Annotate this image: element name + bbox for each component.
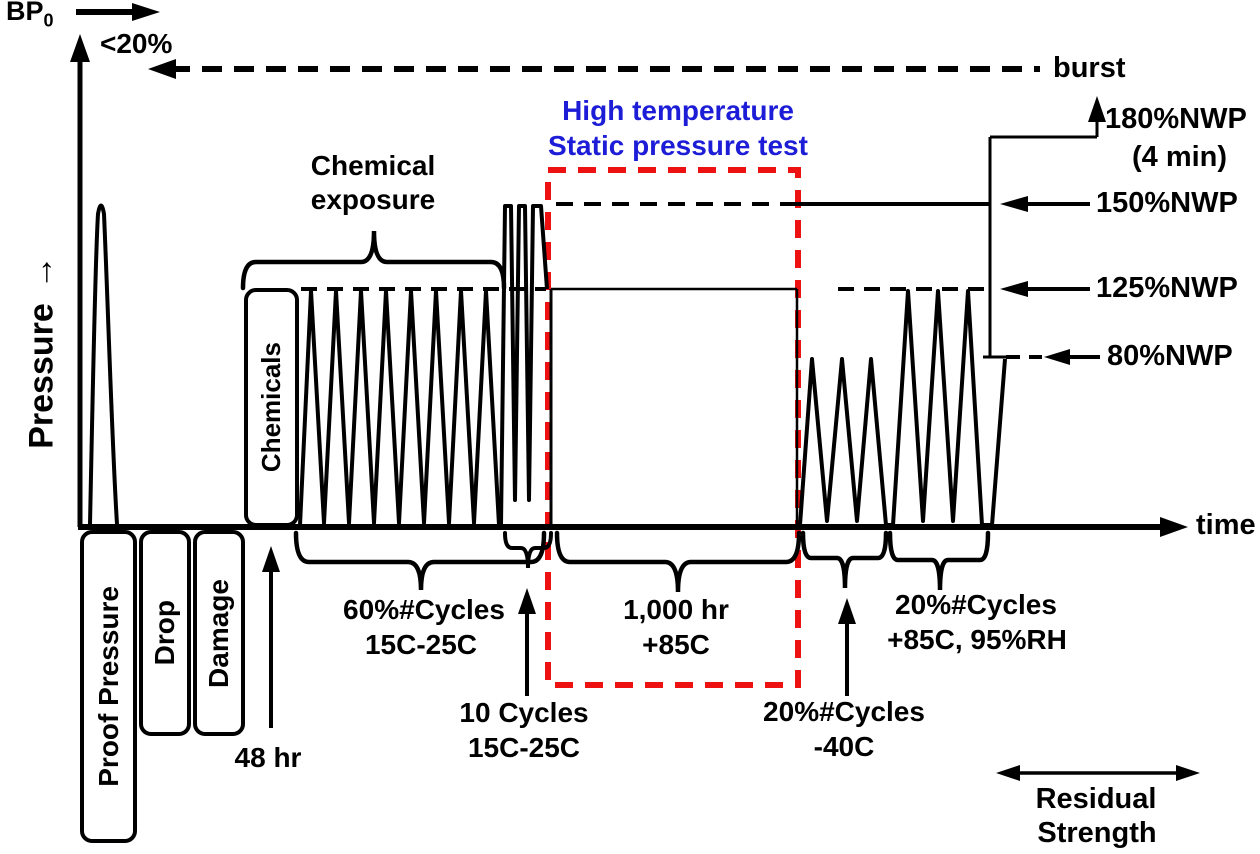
pressure-axis-arrow-icon: → — [22, 255, 61, 290]
damage-phase-box: Damage — [193, 530, 245, 736]
chemicals-phase-box: Chemicals — [244, 288, 299, 527]
time-axis — [78, 517, 1188, 537]
left-arrowhead-icon — [1000, 281, 1028, 297]
high-temp-highlight-box — [545, 167, 801, 688]
cycles-60pct-waveform — [298, 289, 501, 526]
cycles-cold-brace — [800, 530, 889, 589]
static-test-brace — [554, 530, 802, 593]
chemical-exposure-brace — [240, 230, 507, 291]
left-arrowhead-icon — [996, 765, 1020, 781]
arrow-cold-cycles — [838, 598, 856, 696]
left-arrowhead-icon — [1044, 349, 1070, 365]
up-arrowhead-icon — [70, 34, 90, 62]
cycles-hot-brace — [887, 530, 991, 591]
left-arrowhead-icon — [1000, 196, 1028, 212]
up-arrowhead-icon — [262, 546, 280, 572]
up-arrowhead-icon — [518, 588, 536, 614]
ramp-180-line — [988, 96, 1106, 357]
burst-reference-line — [148, 59, 1040, 79]
static-hold-line — [549, 287, 799, 524]
level-150-line — [556, 196, 1090, 212]
level-125-line — [301, 281, 1090, 297]
pressure-axis-label: Pressure → — [23, 255, 62, 449]
residual-strength-arrow — [996, 765, 1200, 781]
arrow-10-cycles — [518, 588, 536, 696]
up-arrowhead-icon — [838, 598, 856, 624]
cycles-10-waveform — [499, 204, 549, 526]
level-80-line — [983, 349, 1100, 365]
y-axis — [70, 34, 90, 527]
pressure-axis-text: Pressure — [22, 303, 61, 449]
right-arrowhead-icon — [1160, 517, 1188, 537]
right-arrowhead-icon — [132, 3, 160, 21]
bp0-arrow — [76, 3, 160, 21]
left-arrowhead-icon — [148, 59, 176, 79]
cycles-10-brace — [503, 531, 553, 569]
right-arrowhead-icon — [1176, 765, 1200, 781]
proof-pressure-spike — [88, 203, 119, 525]
residual-cycles-waveform — [798, 289, 1007, 527]
up-arrowhead-icon — [1088, 96, 1106, 122]
arrow-48hr — [262, 546, 280, 728]
proof-pressure-phase-box: Proof Pressure — [80, 530, 137, 843]
cycles-60pct-brace — [293, 530, 547, 591]
drop-phase-box: Drop — [139, 530, 191, 736]
